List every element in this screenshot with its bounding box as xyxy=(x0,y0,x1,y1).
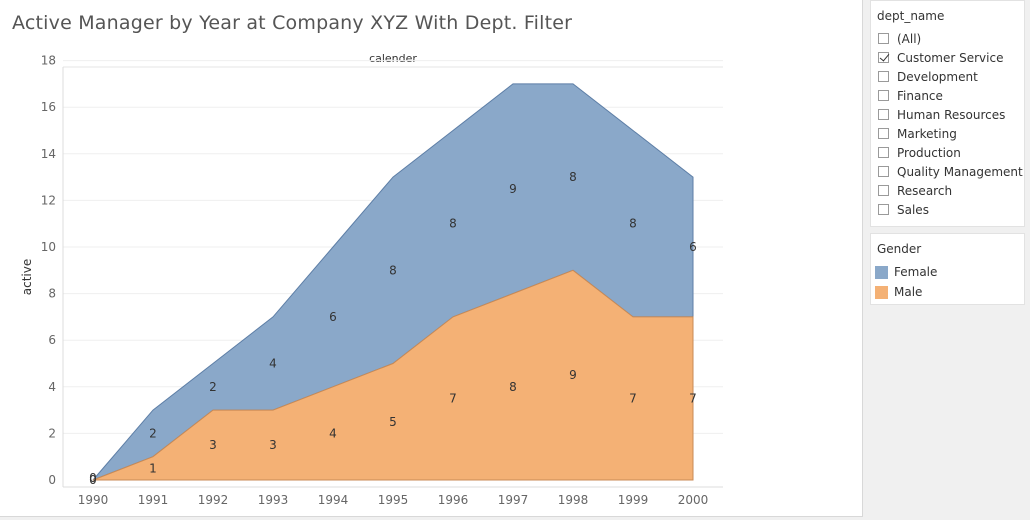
filter-option[interactable]: Development xyxy=(871,67,1024,86)
checkbox[interactable] xyxy=(878,71,889,82)
filter-option-label: Production xyxy=(897,145,961,160)
checkbox[interactable] xyxy=(878,147,889,158)
checkbox[interactable] xyxy=(878,204,889,215)
female-data-label: 0 xyxy=(89,473,97,487)
legend-item[interactable]: Male xyxy=(871,282,1024,302)
male-area xyxy=(92,269,694,481)
checkbox[interactable] xyxy=(878,185,889,196)
filter-option[interactable]: (All) xyxy=(871,29,1024,48)
male-data-label: 7 xyxy=(629,391,637,405)
x-tick-label: 1990 xyxy=(78,493,109,507)
x-tick-label: 2000 xyxy=(678,493,709,507)
filter-option[interactable]: Production xyxy=(871,143,1024,162)
male-data-label: 8 xyxy=(509,380,517,394)
female-data-label: 6 xyxy=(689,240,697,254)
legend-label: Female xyxy=(894,265,938,279)
filter-title: dept_name xyxy=(877,9,945,23)
filter-option-label: Marketing xyxy=(897,126,957,141)
female-data-label: 9 xyxy=(509,182,517,196)
filter-option[interactable]: Quality Management xyxy=(871,162,1024,181)
x-tick-label: 1997 xyxy=(498,493,529,507)
checkbox[interactable] xyxy=(878,166,889,177)
legend-label: Male xyxy=(894,285,923,299)
top-axis-label: calender xyxy=(369,52,417,65)
male-data-label: 3 xyxy=(269,438,277,452)
y-tick-label: 2 xyxy=(48,426,56,440)
x-tick-label: 1991 xyxy=(138,493,169,507)
male-data-label: 9 xyxy=(569,368,577,382)
filter-option[interactable]: Sales xyxy=(871,200,1024,219)
checkbox[interactable] xyxy=(878,90,889,101)
female-data-label: 2 xyxy=(149,426,157,440)
x-tick-label: 1992 xyxy=(198,493,229,507)
filter-option[interactable]: Research xyxy=(871,181,1024,200)
dept-filter-panel: dept_name (All) Customer Service Developme… xyxy=(870,0,1025,227)
female-data-label: 8 xyxy=(569,170,577,184)
filter-option[interactable]: Human Resources xyxy=(871,105,1024,124)
filter-option[interactable]: Marketing xyxy=(871,124,1024,143)
x-tick-label: 1999 xyxy=(618,493,649,507)
male-data-label: 0 xyxy=(89,471,97,485)
y-tick-label: 10 xyxy=(41,240,56,254)
legend-swatch xyxy=(875,285,888,299)
legend-item[interactable]: Female xyxy=(871,262,1024,282)
female-data-label: 2 xyxy=(209,380,217,394)
chart-title: Active Manager by Year at Company XYZ Wi… xyxy=(12,12,573,34)
filter-option-label: Development xyxy=(897,69,978,84)
y-tick-label: 12 xyxy=(41,193,56,207)
filter-option[interactable]: Finance xyxy=(871,86,1024,105)
y-axis-label: active xyxy=(20,259,34,295)
chart-worksheet: Active Manager by Year at Company XYZ Wi… xyxy=(0,0,863,517)
male-data-label: 1 xyxy=(149,461,157,475)
legend-title: Gender xyxy=(877,242,922,256)
checkbox[interactable] xyxy=(878,33,889,44)
y-tick-label: 0 xyxy=(48,473,56,487)
x-tick-label: 1995 xyxy=(378,493,409,507)
male-data-label: 7 xyxy=(689,391,697,405)
male-data-label: 7 xyxy=(449,391,457,405)
x-tick-label: 1998 xyxy=(558,493,589,507)
filter-option[interactable]: Customer Service xyxy=(871,48,1024,67)
male-data-label: 3 xyxy=(209,438,217,452)
female-data-label: 8 xyxy=(629,217,637,231)
female-data-label: 8 xyxy=(389,263,397,277)
filter-option-label: Finance xyxy=(897,88,943,103)
x-tick-label: 1993 xyxy=(258,493,289,507)
female-data-label: 6 xyxy=(329,310,337,324)
y-tick-label: 18 xyxy=(41,54,56,68)
male-data-label: 5 xyxy=(389,415,397,429)
y-tick-label: 8 xyxy=(48,287,56,301)
y-tick-label: 6 xyxy=(48,333,56,347)
female-data-label: 4 xyxy=(269,357,277,371)
checkbox[interactable] xyxy=(878,128,889,139)
y-tick-label: 16 xyxy=(41,100,56,114)
gender-legend-panel: Gender Female Male xyxy=(870,233,1025,305)
x-tick-label: 1994 xyxy=(318,493,349,507)
filter-option-label: Human Resources xyxy=(897,107,1006,122)
filter-option-label: Quality Management xyxy=(897,164,1023,179)
filter-option-label: Research xyxy=(897,183,953,198)
y-tick-label: 14 xyxy=(41,147,56,161)
filter-option-label: (All) xyxy=(897,31,922,46)
filter-option-label: Sales xyxy=(897,202,929,217)
x-tick-label: 1996 xyxy=(438,493,469,507)
y-tick-label: 4 xyxy=(48,380,56,394)
legend-swatch xyxy=(875,265,888,279)
filter-options-list: (All) Customer Service Development Finance H… xyxy=(871,29,1024,219)
checkbox[interactable] xyxy=(878,109,889,120)
female-data-label: 8 xyxy=(449,217,457,231)
legend-items-list: Female Male xyxy=(871,262,1024,302)
checked-checkbox[interactable] xyxy=(878,52,889,63)
male-data-label: 4 xyxy=(329,426,337,440)
filter-option-label: Customer Service xyxy=(897,50,1004,65)
